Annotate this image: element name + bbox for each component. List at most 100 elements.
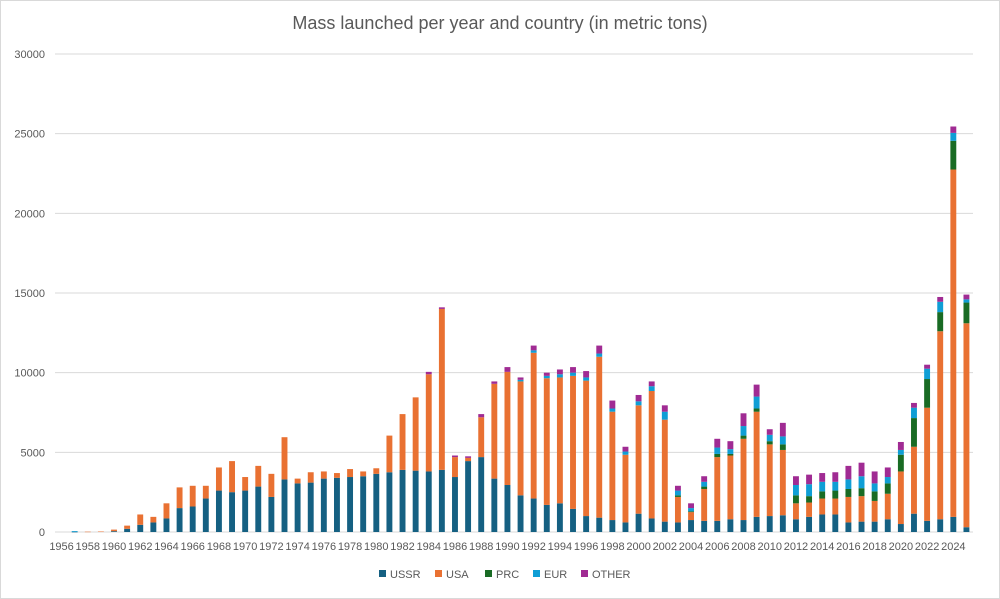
bar-segment-eur — [71, 531, 78, 532]
bar-segment-ussr — [307, 482, 314, 532]
bar-segment-other — [465, 456, 472, 458]
bar-segment-eur — [583, 377, 590, 381]
bar-segment-ussr — [596, 517, 603, 532]
bar-segment-other — [779, 422, 786, 437]
bar-segment-eur — [688, 508, 694, 512]
bar-segment-eur — [937, 301, 944, 313]
bar-segment-ussr — [71, 531, 78, 533]
bar-segment-usa — [452, 457, 458, 478]
bar-segment-other — [793, 476, 799, 485]
y-tick-label: 30000 — [14, 49, 45, 61]
bar-segment-usa — [543, 378, 550, 505]
x-tick-label: 1988 — [469, 541, 493, 553]
bar-segment-ussr — [543, 504, 550, 532]
legend-label: PRC — [496, 569, 519, 581]
bar-segment-usa — [189, 485, 196, 507]
legend-label: USA — [446, 569, 469, 581]
bar-segment-ussr — [832, 514, 839, 532]
bar-segment-usa — [897, 471, 904, 525]
x-tick-label: 2012 — [784, 541, 808, 553]
bar-segment-other — [648, 381, 655, 387]
bar-segment-prc — [897, 454, 904, 472]
x-tick-label: 1998 — [600, 541, 624, 553]
chart-title: Mass launched per year and country (in m… — [292, 13, 708, 33]
bar-segment-usa — [766, 444, 773, 517]
bar-segment-ussr — [347, 477, 354, 532]
bar-segment-usa — [281, 437, 288, 480]
bar-segment-other — [504, 367, 511, 372]
bar-segment-other — [635, 394, 642, 402]
legend-swatch — [435, 570, 442, 577]
bar-segment-usa — [661, 419, 668, 522]
bar-segment-usa — [202, 485, 209, 499]
bar-segment-ussr — [438, 469, 445, 532]
x-tick-label: 1982 — [390, 541, 414, 553]
bar-segment-usa — [556, 377, 563, 504]
bar-segment-ussr — [766, 516, 773, 532]
bar-segment-ussr — [950, 516, 957, 532]
y-tick-label: 20000 — [14, 208, 45, 220]
bar-segment-prc — [714, 453, 721, 458]
bar-segment-ussr — [911, 513, 917, 532]
bar-segment-usa — [176, 487, 183, 509]
bar-segment-usa — [399, 414, 406, 470]
bar-segment-ussr — [609, 520, 616, 532]
bar-segment-eur — [517, 379, 524, 382]
bar-segment-ussr — [884, 519, 891, 532]
bar-segment-other — [911, 402, 917, 408]
bar-segment-eur — [596, 353, 603, 357]
bar-segment-other — [596, 345, 603, 354]
y-tick-label: 10000 — [14, 368, 45, 380]
bar-segment-other — [753, 384, 760, 397]
bar-segment-other — [766, 429, 773, 435]
bar-segment-usa — [688, 512, 694, 521]
bar-segment-prc — [858, 488, 865, 497]
bar-segment-ussr — [963, 527, 970, 532]
bar-segment-ussr — [924, 520, 931, 532]
bar-segment-other — [688, 503, 694, 509]
bar-segment-prc — [950, 140, 957, 170]
bar-segment-usa — [150, 516, 157, 523]
x-tick-label: 2016 — [836, 541, 860, 553]
x-tick-label: 1964 — [154, 541, 178, 553]
bar-segment-usa — [111, 529, 117, 532]
bar-segment-other — [570, 367, 576, 373]
bar-segment-other — [491, 381, 498, 384]
bar-segment-usa — [255, 465, 262, 487]
bar-segment-prc — [819, 491, 826, 499]
bar-segment-ussr — [845, 522, 852, 532]
bar-segment-usa — [779, 449, 786, 516]
bar-segment-other — [622, 446, 629, 452]
x-tick-label: 1996 — [574, 541, 598, 553]
bar-segment-usa — [84, 531, 91, 533]
bar-segment-ussr — [360, 476, 367, 532]
bar-segment-ussr — [635, 513, 642, 532]
bar-segment-other — [871, 471, 878, 484]
bar-segment-other — [701, 476, 708, 482]
bar-segment-other — [583, 371, 590, 378]
bar-segment-eur — [648, 386, 655, 391]
legend-swatch — [533, 570, 540, 577]
bar-segment-prc — [674, 495, 681, 497]
x-tick-label: 1978 — [338, 541, 362, 553]
bar-segment-other — [740, 413, 747, 427]
bar-segment-ussr — [111, 531, 117, 532]
bar-segment-usa — [635, 405, 642, 514]
bar-segment-ussr — [255, 486, 262, 532]
bar-segment-other — [897, 441, 904, 450]
bar-segment-ussr — [517, 495, 524, 532]
bar-segment-prc — [884, 483, 891, 494]
bar-segment-other — [714, 438, 721, 448]
legend-item-prc: PRC — [485, 569, 519, 581]
bar-segment-usa — [832, 498, 839, 515]
bar-segment-ussr — [727, 519, 734, 532]
bar-segment-usa — [819, 498, 826, 515]
bar-segment-eur — [911, 407, 917, 419]
bar-segment-ussr — [176, 508, 183, 532]
bar-segment-prc — [727, 453, 734, 456]
bar-segment-ussr — [871, 521, 878, 532]
bar-segment-ussr — [268, 496, 275, 532]
bar-segment-ussr — [688, 520, 694, 532]
x-tick-label: 1992 — [521, 541, 545, 553]
bar-segment-usa — [438, 308, 445, 470]
